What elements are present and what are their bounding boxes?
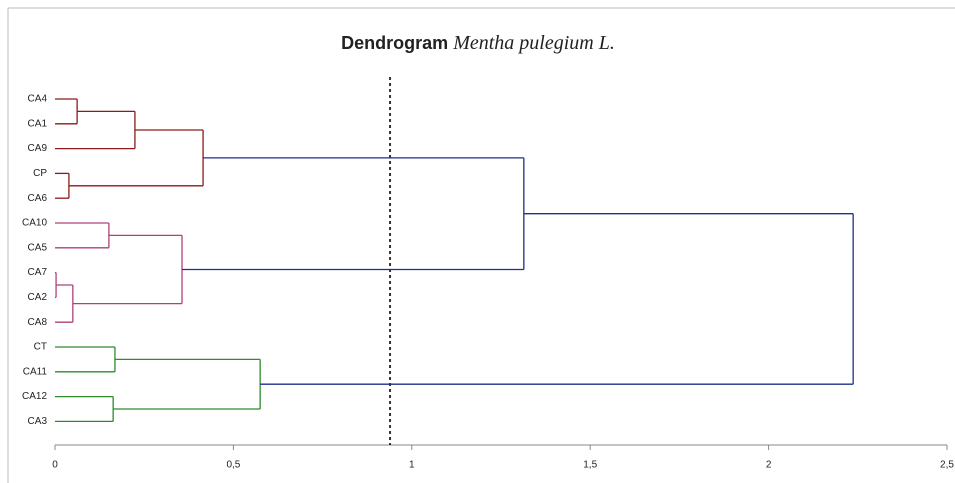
leaf-label: CT <box>34 342 47 353</box>
title-main: Dendrogram <box>341 33 448 53</box>
leaf-label: CA9 <box>28 143 48 154</box>
leaf-label: CA3 <box>28 416 48 427</box>
leaf-label: CA7 <box>28 267 48 278</box>
x-tick-label: 1,5 <box>583 460 597 471</box>
leaf-label: CA5 <box>28 242 48 253</box>
x-tick-label: 0,5 <box>226 460 240 471</box>
leaf-label: CA12 <box>22 391 47 402</box>
leaf-label: CP <box>33 168 47 179</box>
leaf-label: CA4 <box>28 94 48 105</box>
x-tick-label: 1 <box>409 460 415 471</box>
leaf-label: CA10 <box>22 218 47 229</box>
leaf-label: CA2 <box>28 292 48 303</box>
title-species: Mentha pulegium L. <box>452 32 615 54</box>
x-tick-label: 2,5 <box>940 460 954 471</box>
x-tick-label: 0 <box>52 460 58 471</box>
leaf-label: CA8 <box>28 317 48 328</box>
chart-title: Dendrogram Mentha pulegium L. <box>341 32 615 54</box>
leaf-label: CA6 <box>28 193 48 204</box>
x-tick-label: 2 <box>766 460 772 471</box>
leaf-label: CA11 <box>23 366 48 377</box>
leaf-label: CA1 <box>28 118 48 129</box>
